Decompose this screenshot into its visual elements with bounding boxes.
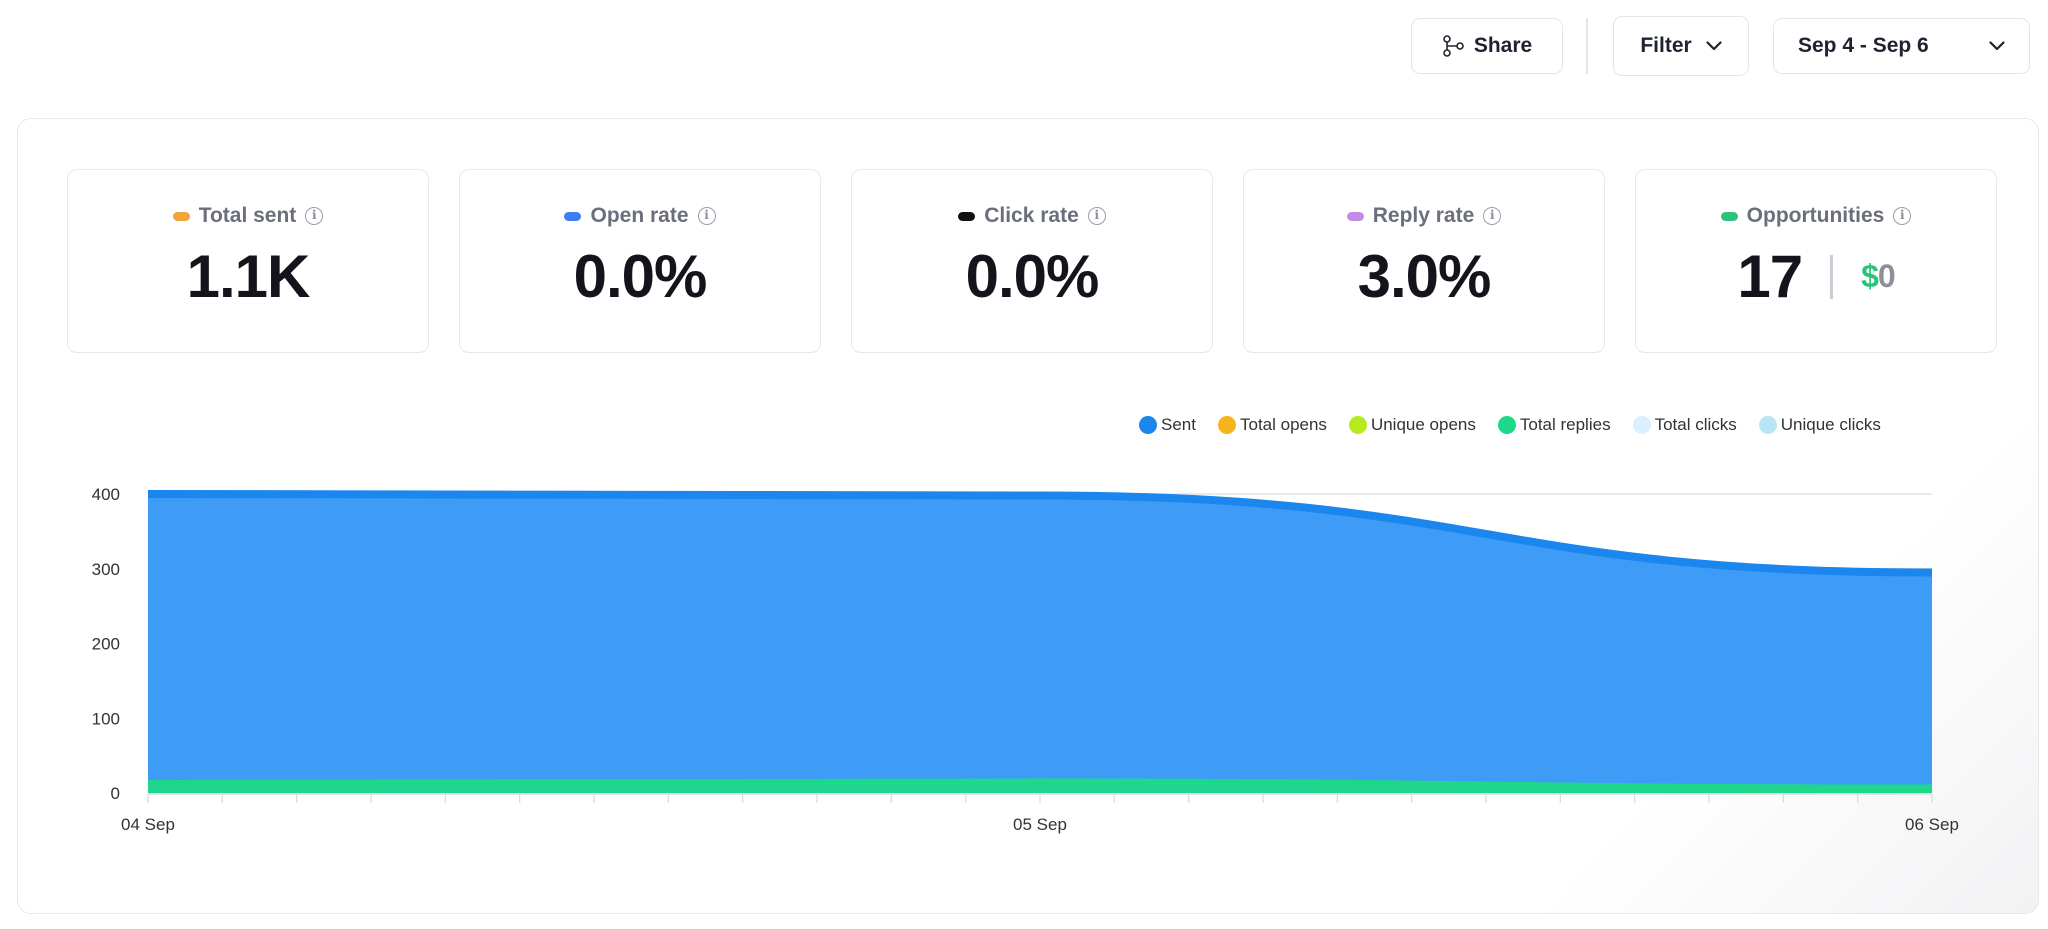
date-range-select[interactable]: Sep 4 - Sep 6 (1773, 18, 2030, 74)
share-button[interactable]: Share (1411, 18, 1563, 74)
legend-label: Total opens (1239, 415, 1327, 434)
kpi-separator (1830, 254, 1834, 299)
kpi-value: 0.0% (573, 243, 708, 310)
kpi-opportunities: Opportunities i 17 $0 (1635, 169, 1997, 353)
opportunities-value: $0 (1861, 258, 1896, 295)
chevron-down-icon (1706, 41, 1722, 51)
info-icon[interactable]: i (1893, 207, 1912, 225)
y-tick-label: 300 (92, 560, 120, 579)
money-symbol: $ (1861, 258, 1879, 294)
kpi-click-rate: Click rate i 0.0% (851, 169, 1213, 353)
share-icon (1443, 35, 1464, 57)
opportunities-count: 17 (1737, 243, 1803, 310)
money-amount: 0 (1877, 258, 1896, 294)
legend-label: Unique opens (1370, 415, 1476, 434)
date-range-label: Sep 4 - Sep 6 (1798, 34, 1929, 57)
legend-dot (1497, 416, 1516, 434)
toolbar: Share Filter Sep 4 - Sep 6 (1411, 16, 2030, 76)
kpi-color-dot (172, 211, 190, 221)
area-chart: 0 100 200 300 400 04 Sep 05 Sep 06 Sep (92, 485, 1959, 834)
y-tick-label: 200 (92, 635, 120, 654)
info-icon[interactable]: i (305, 207, 324, 225)
legend-item-unique-opens[interactable]: Unique opens (1348, 415, 1476, 435)
kpi-reply-rate: Reply rate i 3.0% (1243, 169, 1605, 353)
kpi-label: Open rate (590, 204, 689, 227)
kpi-header: Total sent i (172, 204, 324, 228)
info-icon[interactable]: i (1087, 207, 1106, 225)
x-tick-label: 06 Sep (1905, 815, 1959, 834)
kpi-value: 17 $0 (1737, 242, 1896, 311)
kpi-value: 1.1K (186, 243, 311, 310)
kpi-color-dot (1346, 211, 1364, 221)
kpi-total-sent: Total sent i 1.1K (67, 169, 429, 353)
kpi-row: Total sent i 1.1K Open rate i 0.0% Click… (67, 169, 1997, 353)
kpi-color-dot (564, 211, 582, 221)
legend-label: Unique clicks (1780, 415, 1881, 434)
legend-item-total-opens[interactable]: Total opens (1217, 415, 1327, 435)
x-tick-label: 05 Sep (1013, 815, 1067, 834)
chevron-down-icon (1989, 41, 2005, 51)
kpi-color-dot (958, 211, 976, 221)
legend-item-unique-clicks[interactable]: Unique clicks (1758, 415, 1881, 435)
legend-dot (1139, 416, 1157, 434)
kpi-label: Total sent (198, 204, 297, 227)
toolbar-divider (1586, 18, 1588, 74)
info-icon[interactable]: i (1483, 207, 1502, 225)
kpi-header: Open rate i (564, 204, 716, 228)
kpi-value: 0.0% (965, 243, 1100, 310)
y-tick-label: 400 (92, 485, 120, 504)
legend-label: Total clicks (1654, 415, 1737, 434)
kpi-open-rate: Open rate i 0.0% (459, 169, 821, 353)
kpi-label: Opportunities (1746, 204, 1885, 227)
kpi-value: 3.0% (1357, 243, 1492, 310)
legend-dot (1758, 416, 1777, 434)
y-tick-label: 0 (111, 784, 120, 803)
y-tick-label: 100 (92, 709, 120, 728)
share-label: Share (1473, 34, 1533, 57)
legend-dot (1348, 416, 1367, 434)
chart-legend: Sent Total opens Unique opens Total repl… (1139, 415, 1881, 435)
kpi-label: Reply rate (1372, 204, 1475, 227)
line-total-replies (147, 778, 1933, 790)
analytics-panel: Total sent i 1.1K Open rate i 0.0% Click… (17, 118, 2039, 914)
kpi-header: Click rate i (958, 204, 1106, 228)
kpi-header: Opportunities i (1720, 204, 1912, 228)
legend-item-sent[interactable]: Sent (1139, 415, 1196, 435)
kpi-color-dot (1720, 211, 1738, 221)
legend-dot (1217, 416, 1236, 434)
info-icon[interactable]: i (697, 207, 716, 225)
kpi-header: Reply rate i (1346, 204, 1502, 228)
legend-label: Total replies (1519, 415, 1611, 434)
x-tick-label: 04 Sep (121, 815, 175, 834)
legend-item-total-clicks[interactable]: Total clicks (1632, 415, 1737, 435)
legend-dot (1632, 416, 1651, 434)
legend-label: Sent (1161, 415, 1196, 434)
kpi-label: Click rate (984, 204, 1079, 227)
filter-label: Filter (1640, 34, 1692, 57)
area-sent (148, 494, 1932, 793)
filter-button[interactable]: Filter (1613, 16, 1749, 76)
line-sent (147, 490, 1933, 577)
legend-item-total-replies[interactable]: Total replies (1497, 415, 1611, 435)
